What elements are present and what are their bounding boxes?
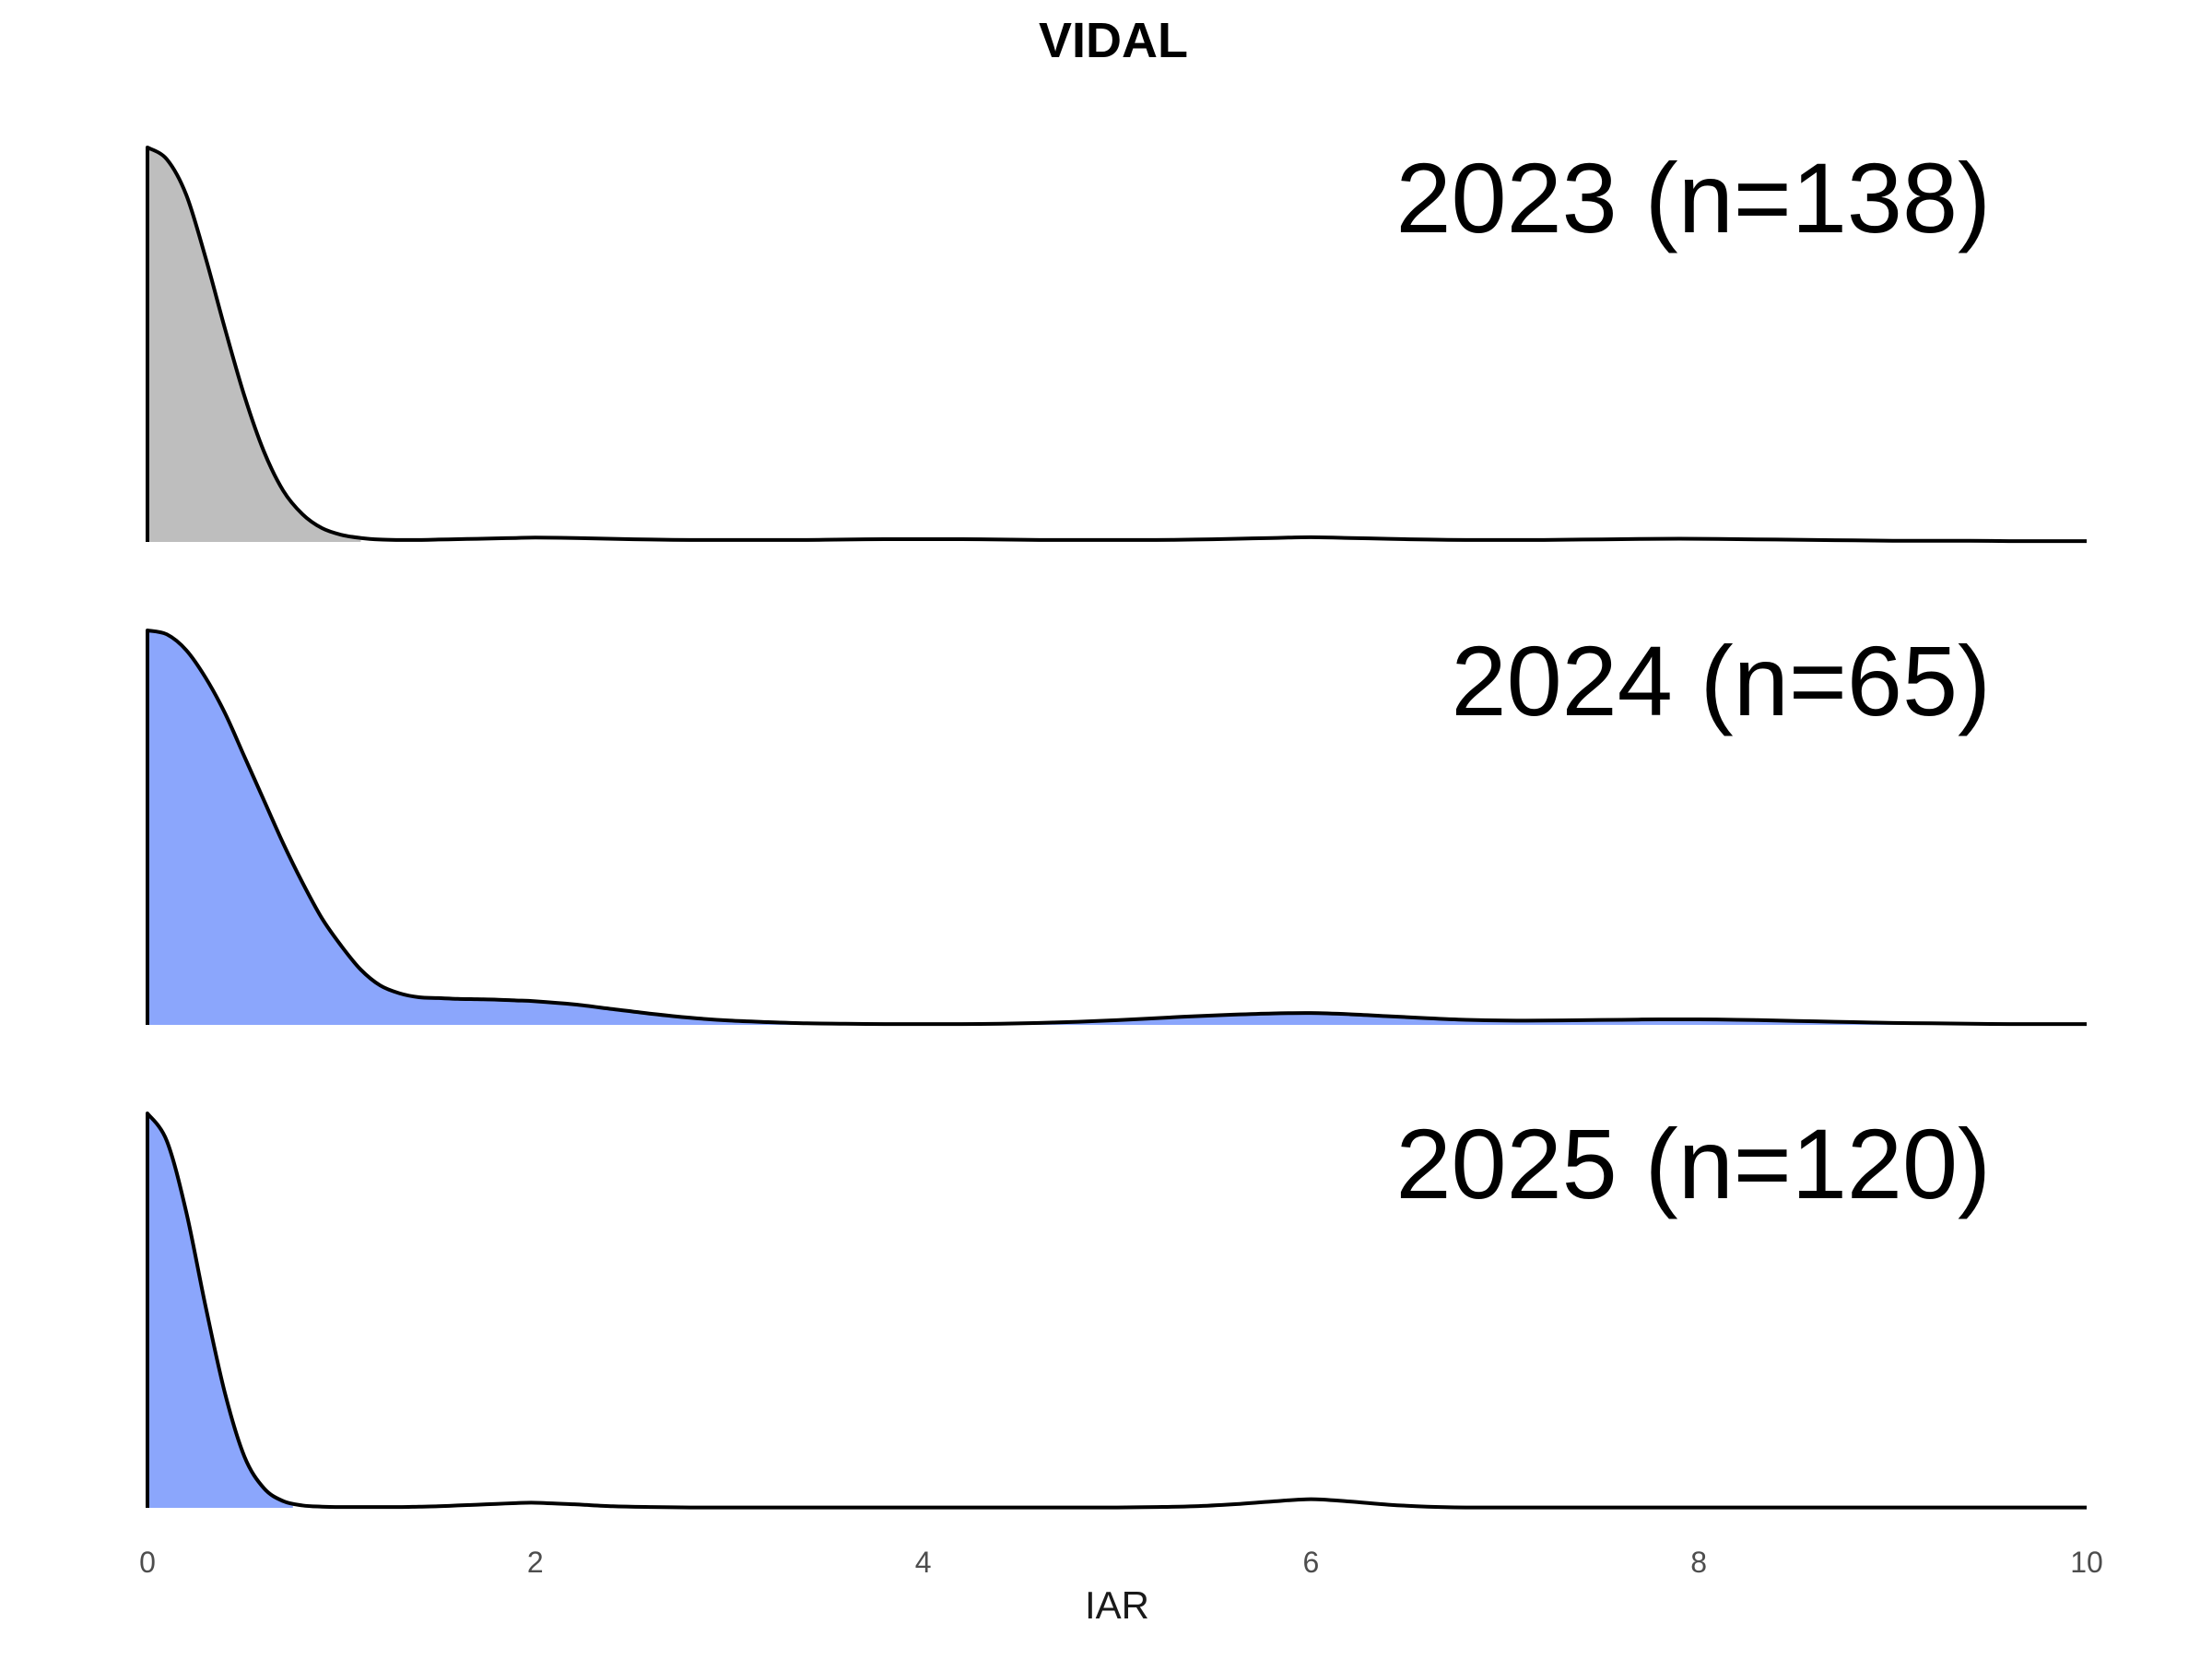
x-tick-label: 8 (1690, 1546, 1707, 1579)
density-panel-2: 2024 (n=65) (146, 625, 2087, 1027)
x-tick-label: 4 (915, 1546, 932, 1579)
density-fill-2 (147, 630, 2087, 1025)
panel-label-2: 2024 (n=65) (1452, 625, 1991, 736)
density-panels: 2023 (n=138) 2024 (n=65) 2025 (n=120) (146, 142, 2088, 1510)
x-tick-label: 10 (2070, 1546, 2103, 1579)
density-fill-1 (147, 147, 361, 542)
density-panel-3: 2025 (n=120) (146, 1108, 2087, 1510)
x-tick-label: 0 (139, 1546, 156, 1579)
density-line-2 (146, 629, 2087, 1027)
x-axis-label: IAR (1085, 1583, 1149, 1627)
chart-title: VIDAL (1039, 13, 1188, 68)
density-line-3 (146, 1112, 2087, 1510)
panel-label-1: 2023 (n=138) (1395, 142, 1991, 253)
density-line-1 (146, 146, 2088, 544)
density-fill-3 (147, 1113, 293, 1508)
x-tick-label: 6 (1303, 1546, 1320, 1579)
x-tick-label: 2 (527, 1546, 544, 1579)
density-panel-1: 2023 (n=138) (146, 142, 2088, 544)
panel-label-3: 2025 (n=120) (1395, 1108, 1991, 1219)
x-axis: 0 2 4 6 8 10 (139, 1546, 2103, 1579)
